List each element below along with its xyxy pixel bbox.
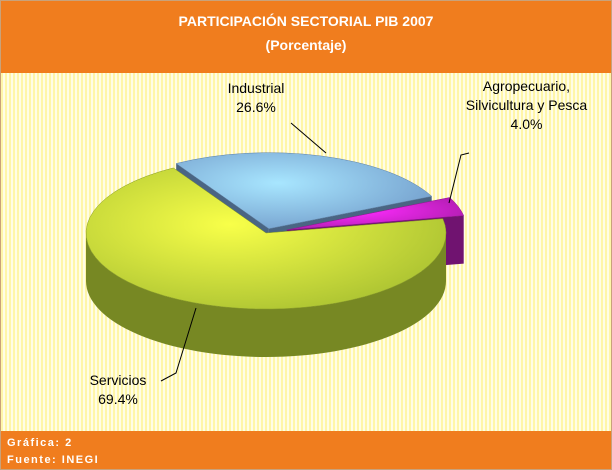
category-label: Agropecuario, Silvicultura y Pesca	[465, 78, 588, 113]
pie-svg	[85, 122, 470, 382]
leader-line	[448, 152, 470, 204]
footer-line: Gráfica: 2	[7, 437, 73, 449]
slice	[175, 152, 433, 229]
category-label: Servicios	[89, 372, 147, 388]
category-label: Industrial	[227, 80, 285, 96]
value-label: 26.6%	[236, 99, 276, 115]
slice-label: Industrial 26.6%	[196, 79, 316, 117]
chart-title: PARTICIPACIÓN SECTORIAL PIB 2007	[178, 13, 434, 29]
slice	[286, 197, 465, 231]
slice	[85, 167, 447, 310]
value-label: 69.4%	[98, 391, 138, 407]
footer: Gráfica: 2 Fuente: INEGI	[7, 435, 99, 469]
plot-area: Industrial 26.6% Agropecuario, Silvicult…	[1, 73, 611, 431]
slice-label: Agropecuario, Silvicultura y Pesca 4.0%	[464, 77, 589, 134]
slice-label: Servicios 69.4%	[63, 371, 173, 409]
chart-subtitle: (Porcentaje)	[265, 37, 347, 53]
footer-line: Fuente: INEGI	[7, 454, 100, 466]
leader-line	[290, 122, 327, 154]
value-label: 4.0%	[510, 116, 543, 132]
header: PARTICIPACIÓN SECTORIAL PIB 2007 (Porcen…	[1, 1, 611, 73]
leader-line	[160, 307, 197, 382]
slice-side	[86, 233, 446, 357]
